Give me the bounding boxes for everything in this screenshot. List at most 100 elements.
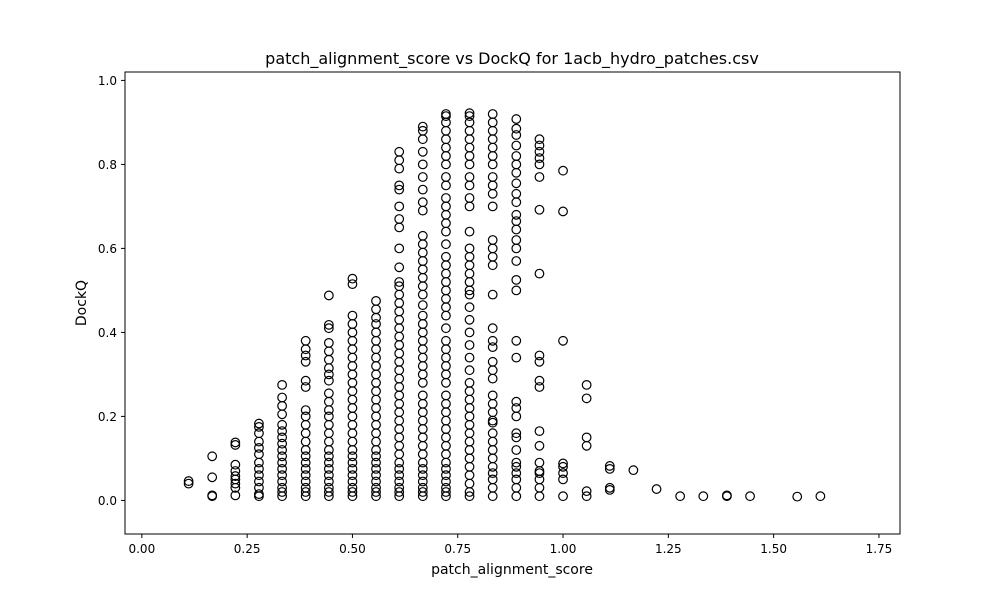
data-point bbox=[277, 476, 288, 487]
data-point bbox=[511, 461, 522, 472]
data-point bbox=[277, 457, 288, 468]
data-point bbox=[347, 457, 358, 468]
data-point bbox=[534, 146, 545, 157]
data-point bbox=[207, 490, 218, 501]
data-point bbox=[254, 482, 264, 493]
data-point bbox=[394, 146, 405, 157]
data-point bbox=[511, 140, 522, 151]
data-point bbox=[394, 262, 405, 273]
data-point bbox=[417, 230, 428, 241]
data-point bbox=[511, 428, 522, 439]
data-point bbox=[441, 251, 451, 262]
data-point bbox=[254, 476, 264, 487]
data-point bbox=[534, 140, 545, 151]
data-point bbox=[487, 172, 498, 182]
x-axis-label: patch_alignment_score bbox=[431, 562, 593, 578]
x-tick-label: 1.00 bbox=[550, 542, 577, 556]
data-point bbox=[487, 356, 498, 367]
data-point bbox=[487, 428, 498, 439]
data-point bbox=[487, 201, 498, 212]
data-point bbox=[323, 464, 334, 474]
data-point bbox=[464, 491, 475, 502]
data-point bbox=[323, 369, 334, 380]
data-point bbox=[441, 239, 451, 250]
data-point bbox=[347, 279, 358, 290]
data-point bbox=[558, 458, 568, 469]
data-point bbox=[604, 461, 615, 471]
data-point bbox=[254, 489, 264, 500]
data-point bbox=[441, 470, 451, 481]
data-point bbox=[745, 491, 755, 502]
data-point bbox=[464, 377, 475, 388]
data-point bbox=[230, 437, 241, 448]
data-point bbox=[323, 487, 334, 497]
data-point bbox=[511, 235, 522, 245]
data-point bbox=[417, 172, 428, 182]
data-point bbox=[207, 451, 218, 462]
data-point bbox=[277, 426, 288, 437]
data-point bbox=[558, 474, 568, 485]
data-point bbox=[417, 300, 428, 311]
data-point bbox=[487, 323, 498, 334]
x-tick-label: 1.25 bbox=[655, 542, 682, 556]
data-point bbox=[300, 451, 311, 462]
data-point bbox=[464, 117, 475, 128]
data-point bbox=[300, 335, 311, 346]
chart-title: patch_alignment_score vs DockQ for 1acb_… bbox=[265, 49, 759, 69]
data-point bbox=[417, 197, 428, 208]
data-point bbox=[464, 365, 475, 376]
data-point bbox=[300, 411, 311, 422]
data-point bbox=[394, 277, 405, 287]
data-point bbox=[417, 390, 428, 401]
data-point bbox=[277, 445, 288, 455]
data-point bbox=[323, 476, 334, 487]
data-point bbox=[581, 393, 592, 404]
data-point bbox=[323, 290, 334, 301]
x-tick-label: 1.50 bbox=[760, 542, 787, 556]
data-point bbox=[323, 482, 334, 493]
data-point bbox=[417, 159, 428, 170]
data-point bbox=[394, 470, 405, 481]
data-point bbox=[277, 464, 288, 474]
data-point bbox=[558, 206, 568, 217]
data-point bbox=[511, 352, 522, 363]
y-tick-label: 0.0 bbox=[98, 494, 117, 508]
data-point bbox=[254, 449, 264, 460]
data-point bbox=[277, 470, 288, 481]
data-point bbox=[417, 464, 428, 474]
data-point bbox=[534, 457, 545, 468]
data-point bbox=[487, 342, 498, 353]
data-point bbox=[300, 350, 311, 361]
data-point bbox=[534, 375, 545, 386]
data-point bbox=[511, 432, 522, 443]
data-point bbox=[558, 491, 568, 502]
data-point bbox=[558, 165, 568, 176]
y-tick-label: 0.2 bbox=[98, 410, 117, 424]
data-point bbox=[511, 335, 522, 346]
data-point bbox=[277, 487, 288, 497]
data-point bbox=[323, 319, 334, 330]
data-point bbox=[254, 418, 264, 429]
data-point bbox=[487, 390, 498, 401]
data-point bbox=[511, 130, 522, 140]
data-point bbox=[323, 470, 334, 481]
data-point bbox=[254, 443, 264, 453]
data-point bbox=[417, 125, 428, 136]
data-point bbox=[347, 273, 358, 284]
data-point bbox=[534, 204, 545, 215]
data-point bbox=[300, 482, 311, 493]
data-point bbox=[371, 470, 381, 481]
data-point bbox=[511, 403, 522, 413]
data-point bbox=[347, 310, 358, 321]
data-point bbox=[347, 487, 358, 497]
data-point bbox=[441, 476, 451, 487]
data-point bbox=[651, 484, 662, 494]
data-point bbox=[464, 172, 475, 182]
data-point bbox=[417, 184, 428, 195]
data-point bbox=[254, 470, 264, 481]
data-point bbox=[534, 268, 545, 279]
data-point bbox=[721, 490, 732, 501]
data-point bbox=[464, 302, 475, 313]
